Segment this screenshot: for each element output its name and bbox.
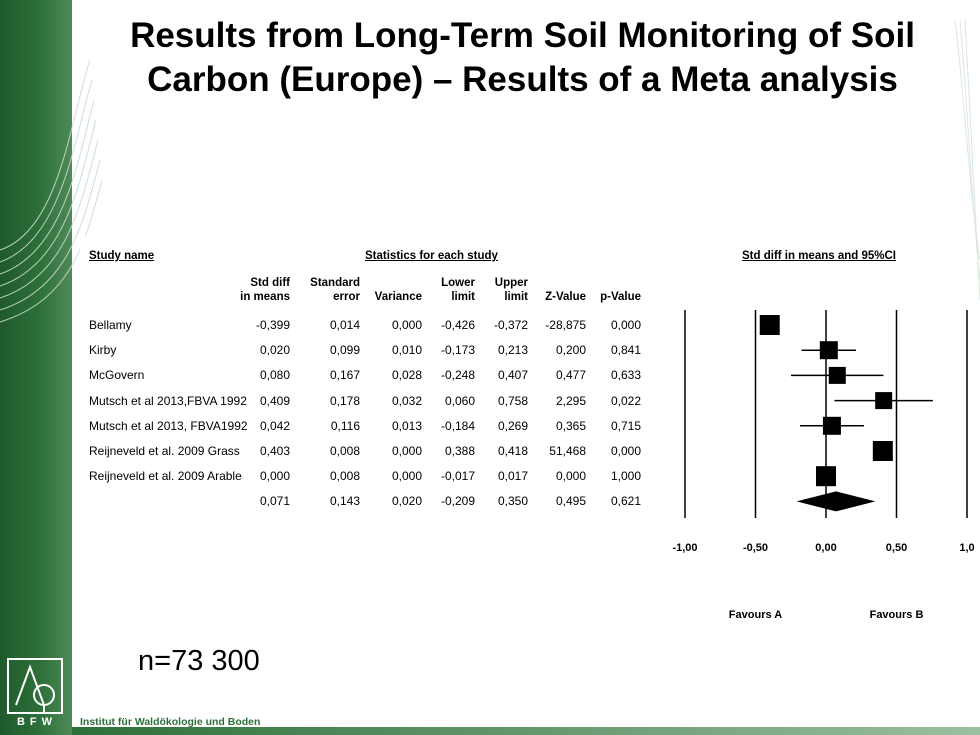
- table-cell: 0,014: [329, 318, 360, 332]
- table-cell: 0,350: [497, 494, 528, 509]
- table-cell: 0,022: [610, 393, 641, 408]
- slide-title: Results from Long-Term Soil Monitoring o…: [130, 16, 915, 99]
- study-name: Bellamy: [89, 318, 132, 332]
- table-cell: 0,418: [497, 444, 528, 458]
- x-tick-label: -1,00: [672, 542, 697, 554]
- study-name: Mutsch et al 2013,FBVA 1992: [89, 393, 247, 408]
- table-cell: 0,407: [497, 368, 528, 383]
- x-tick-label: -0,50: [743, 542, 768, 554]
- table-cell: 0,071: [259, 494, 290, 509]
- table-cell: 0,017: [497, 469, 528, 484]
- forest-plot: -1,00 -0,50 0,00 0,50 1,0 Favours A Favours B: [672, 310, 975, 621]
- x-tick-label: 1,0: [959, 542, 974, 554]
- table-cell: 0,143: [329, 494, 360, 509]
- table-cell: 0,495: [555, 494, 586, 509]
- institute-name: Institut für Waldökologie und Boden: [80, 716, 261, 728]
- point-estimate-marker: [759, 315, 780, 335]
- table-cell: 0,010: [391, 343, 422, 358]
- table-cell: 0,178: [329, 393, 360, 408]
- table-cell: -0,399: [255, 318, 290, 332]
- column-header: Lower limit: [441, 277, 475, 303]
- plot-header: Std diff in means and 95%CI: [742, 250, 896, 262]
- table-cell: 1,000: [610, 469, 641, 484]
- table-cell: 0,269: [497, 418, 528, 433]
- table-cell: 0,042: [259, 418, 290, 433]
- table-cell: 0,403: [259, 444, 290, 458]
- table-cell: 0,409: [259, 393, 290, 408]
- table-cell: -0,184: [440, 418, 475, 433]
- table-cell: 0,020: [259, 343, 290, 358]
- table-cell: -0,372: [493, 318, 528, 332]
- point-estimate-marker: [828, 366, 846, 384]
- table-cell: 0,841: [610, 343, 641, 358]
- table-cell: 0,020: [391, 494, 422, 509]
- column-header: Z-Value: [545, 291, 586, 303]
- forest-plot-panel: Study name Statistics for each study Std…: [80, 236, 975, 626]
- point-estimate-marker: [872, 441, 893, 461]
- point-estimate-marker: [875, 392, 893, 410]
- table-cell: 0,167: [329, 368, 360, 383]
- column-header: Variance: [374, 291, 422, 303]
- table-cell: 0,621: [610, 494, 641, 509]
- table-cell: 0,080: [259, 368, 290, 383]
- table-cell: 2,295: [555, 393, 586, 408]
- sample-size-note: n=73 300: [138, 645, 260, 677]
- table-cell: 0,028: [391, 368, 422, 383]
- table-cell: -0,248: [440, 368, 475, 383]
- table-cell: 0,000: [391, 318, 422, 332]
- point-estimate-marker: [822, 416, 841, 435]
- table-cell: 0,060: [444, 393, 475, 408]
- table-cell: 0,000: [555, 469, 586, 484]
- study-name: Kirby: [89, 343, 117, 358]
- statistics-header: Statistics for each study: [365, 250, 498, 262]
- bfw-logo-icon: [7, 658, 63, 714]
- table-cell: 0,032: [391, 393, 422, 408]
- table-cell: 0,000: [610, 444, 641, 458]
- x-tick-label: 0,00: [815, 542, 836, 554]
- study-name-header: Study name: [89, 250, 155, 262]
- study-name: Reijneveld et al. 2009 Grass: [89, 444, 240, 458]
- point-estimate-marker: [816, 466, 836, 487]
- table-cell: 0,000: [391, 444, 422, 458]
- study-name: McGovern: [89, 368, 145, 383]
- study-name: Mutsch et al 2013, FBVA1992: [89, 418, 248, 433]
- x-tick-label: 0,50: [886, 542, 907, 554]
- column-header: Upper limit: [494, 277, 528, 303]
- table-cell: 0,200: [555, 343, 586, 358]
- table-cell: 0,000: [391, 469, 422, 484]
- table-cell: 0,008: [329, 444, 360, 458]
- table-cell: 51,468: [549, 444, 586, 458]
- column-header: Standard error: [310, 277, 360, 303]
- logo-text: BFW: [16, 716, 58, 728]
- table-cell: 0,000: [259, 469, 290, 484]
- table-cell: 0,116: [330, 418, 360, 433]
- table-cell: -0,173: [440, 343, 475, 358]
- point-estimate-marker: [819, 341, 838, 360]
- table-cell: 0,715: [610, 418, 641, 433]
- table-cell: 0,008: [329, 469, 360, 484]
- table-cell: -0,426: [440, 318, 475, 332]
- table-cell: 0,477: [555, 368, 586, 383]
- table-cell: 0,099: [329, 343, 360, 358]
- table-cell: -0,017: [440, 469, 475, 484]
- table-cell: 0,388: [444, 444, 475, 458]
- table-cell: 0,758: [497, 393, 528, 408]
- favours-a-label: Favours A: [729, 609, 782, 621]
- table-cell: 0,213: [497, 343, 528, 358]
- summary-diamond: [796, 491, 876, 512]
- favours-b-label: Favours B: [870, 609, 924, 621]
- column-header: Std diff in means: [240, 277, 290, 303]
- footer-bar: [72, 727, 980, 735]
- study-name: Reijneveld et al. 2009 Arable: [89, 469, 242, 484]
- table-cell: -28,875: [545, 318, 586, 332]
- table-cell: -0,209: [440, 494, 475, 509]
- left-green-band: [0, 0, 72, 735]
- column-header: p-Value: [600, 291, 641, 303]
- table-cell: 0,633: [610, 368, 641, 383]
- table-cell: 0,013: [391, 418, 422, 433]
- table-cell: 0,000: [610, 318, 641, 332]
- table-cell: 0,365: [555, 418, 586, 433]
